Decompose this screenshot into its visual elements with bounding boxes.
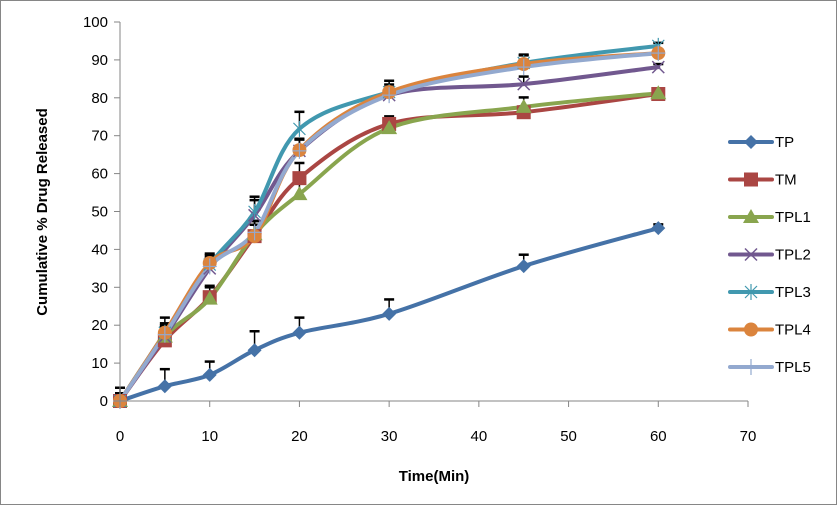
y-tick-label: 70: [91, 128, 108, 145]
data-point-tpl1: [650, 85, 667, 100]
data-point-tpl3: [293, 120, 306, 137]
x-tick-label: 50: [560, 428, 577, 445]
y-tick-label: 40: [91, 241, 108, 258]
data-point-tp: [651, 221, 666, 236]
data-point-tpl5: [202, 258, 217, 275]
legend-marker: [743, 209, 759, 223]
data-point-tpl5: [247, 224, 262, 241]
data-point-tpl5: [516, 59, 531, 76]
legend-label: TPL5: [775, 359, 811, 376]
data-point-tp: [202, 367, 217, 382]
x-tick-label: 70: [740, 428, 757, 445]
y-tick-label: 10: [91, 355, 108, 372]
data-point-tpl2: [517, 77, 531, 91]
legend-label: TM: [775, 172, 797, 189]
legend-marker: [744, 359, 758, 375]
legend-label: TPL1: [775, 209, 811, 226]
data-point-tpl5: [157, 326, 172, 343]
legend-marker: [744, 135, 758, 149]
x-tick-label: 10: [201, 428, 218, 445]
y-axis-title: Cumulative % Drug Released: [34, 108, 51, 316]
data-point-tpl1: [381, 120, 398, 135]
axes: 0 10 20 30 40 50 60 70 80 90 100 0 10 20 30 40 50 60 70: [83, 14, 756, 445]
x-axis-title: Time(Min): [399, 468, 470, 485]
legend: TP TM TPL1 TPL2 TPL3 TPL4 TPL5: [728, 134, 811, 376]
data-point-tpl5: [382, 87, 397, 104]
x-tick-label: 60: [650, 428, 667, 445]
legend-marker: [744, 247, 758, 262]
y-tick-label: 60: [91, 166, 108, 183]
data-point-tpl1: [291, 186, 308, 201]
legend-label: TPL4: [775, 322, 811, 339]
series-markers: [112, 37, 667, 409]
series-line-tm: [118, 92, 661, 403]
data-point-tp: [382, 306, 397, 321]
data-point-tpl1: [515, 98, 532, 113]
series-line-tpl1: [118, 91, 661, 403]
legend-label: TPL2: [775, 247, 811, 264]
legend-label: TPL3: [775, 284, 811, 301]
legend-marker: [744, 172, 758, 187]
data-point-tp: [247, 343, 262, 358]
legend-item-tpl3: TPL3: [728, 284, 811, 301]
legend-label: TP: [775, 134, 794, 151]
legend-marker: [744, 284, 758, 300]
legend-item-tpl4: TPL4: [728, 322, 811, 339]
x-tick-label: 20: [291, 428, 308, 445]
y-tick-label: 30: [91, 279, 108, 296]
data-point-tpl3: [248, 203, 261, 220]
y-tick-label: 100: [83, 14, 108, 31]
data-point-tpl5: [292, 142, 307, 159]
legend-item-tpl1: TPL1: [728, 209, 811, 226]
data-point-tpl1: [201, 290, 218, 305]
data-point-tm: [292, 171, 307, 186]
x-tick-label: 30: [381, 428, 398, 445]
data-point-tpl2: [651, 60, 665, 74]
data-point-tpl5: [651, 45, 666, 62]
x-tick-label: 0: [116, 428, 124, 445]
legend-item-tpl2: TPL2: [728, 247, 811, 264]
data-point-tp: [516, 259, 531, 274]
data-point-tp: [292, 325, 307, 340]
y-tick-label: 20: [91, 317, 108, 334]
legend-item-tpl5: TPL5: [728, 359, 811, 376]
y-tick-label: 90: [91, 52, 108, 69]
legend-marker: [744, 322, 758, 337]
legend-item-tm: TM: [728, 172, 797, 189]
legend-item-tp: TP: [728, 134, 794, 151]
data-point-tp: [157, 379, 172, 394]
y-tick-label: 50: [91, 204, 108, 221]
y-tick-label: 0: [100, 393, 108, 410]
y-tick-label: 80: [91, 90, 108, 107]
x-tick-label: 40: [471, 428, 488, 445]
